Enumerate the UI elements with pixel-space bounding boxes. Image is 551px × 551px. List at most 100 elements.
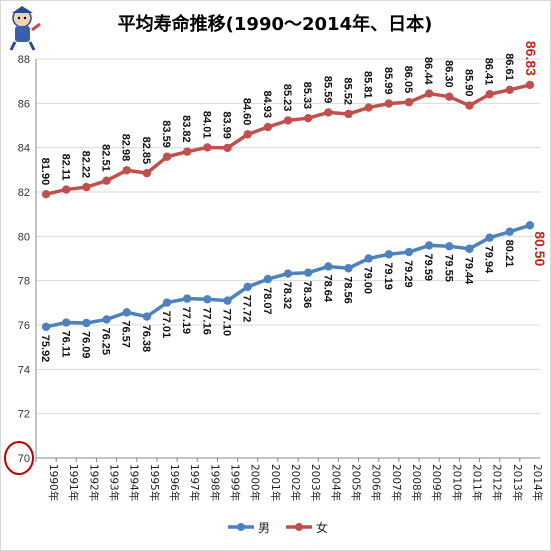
data-label: 83.59 [160, 120, 172, 148]
data-point [364, 254, 373, 263]
x-tick-label: 2012年 [491, 464, 504, 501]
data-point [324, 262, 333, 271]
data-point [465, 244, 474, 253]
data-label: 86.44 [422, 57, 434, 85]
data-point [364, 103, 373, 112]
data-label: 86.05 [402, 66, 414, 94]
data-point [344, 264, 353, 273]
data-point [142, 312, 152, 321]
data-labels: 75.92 76.11 76.09 76.25 76.57 76.38 77.01 77.19… [39, 41, 548, 362]
data-point [485, 90, 494, 99]
data-point [102, 176, 111, 185]
legend-swatch-marker [237, 523, 245, 531]
mascot-logo-icon [9, 6, 41, 51]
x-tick-label: 2013年 [511, 464, 524, 501]
data-label: 76.11 [59, 331, 71, 358]
data-label: 78.32 [281, 282, 293, 310]
data-label: 85.81 [362, 71, 374, 99]
x-tick-label: 1997年 [188, 464, 201, 501]
data-label: 79.55 [442, 254, 454, 282]
data-label: 76.38 [140, 325, 152, 353]
data-point [122, 166, 131, 175]
data-label: 78.36 [301, 281, 313, 309]
data-point [505, 85, 514, 95]
data-point [162, 298, 172, 307]
data-label: 85.99 [382, 67, 394, 95]
data-label: 85.59 [321, 76, 333, 104]
data-label: 80.50 [532, 231, 548, 266]
data-label: 85.52 [341, 77, 353, 105]
x-tick-label: 2005年 [349, 464, 362, 501]
data-label: 79.94 [483, 246, 495, 274]
data-point [203, 143, 212, 152]
data-label: 81.90 [39, 158, 51, 186]
data-label: 75.92 [39, 335, 51, 363]
data-label: 76.09 [79, 331, 91, 359]
y-tick-label: 86 [18, 98, 30, 110]
x-tick-label: 1999年 [229, 464, 242, 501]
x-tick-label: 2009年 [430, 464, 443, 501]
data-point [243, 130, 252, 139]
data-point [424, 241, 434, 250]
data-point [122, 308, 131, 317]
data-label: 79.29 [402, 260, 414, 288]
data-label: 84.93 [261, 91, 273, 119]
data-point [62, 185, 71, 194]
data-point [41, 322, 51, 331]
legend: 男女 [228, 520, 328, 535]
data-label: 79.00 [362, 267, 374, 295]
data-point [183, 294, 192, 303]
y-tick-label: 80 [18, 231, 30, 243]
data-point [263, 122, 273, 132]
data-label: 79.19 [382, 262, 394, 290]
x-tick-label: 1996年 [168, 464, 181, 501]
data-label: 85.33 [301, 82, 313, 110]
data-point [324, 108, 333, 117]
y-tick-label: 72 [18, 409, 30, 421]
legend-label: 女 [316, 520, 328, 535]
data-point [223, 296, 232, 305]
x-tick-label: 1992年 [87, 464, 100, 501]
data-label: 77.01 [160, 311, 172, 339]
data-point [445, 242, 454, 251]
data-point [82, 318, 91, 328]
x-tick-label: 2000年 [249, 464, 262, 501]
x-tick-label: 2007年 [390, 464, 403, 501]
data-point [404, 247, 414, 257]
data-label: 76.57 [120, 320, 132, 348]
data-point [41, 190, 51, 199]
data-point [384, 250, 393, 259]
data-label: 84.01 [200, 111, 212, 139]
x-tick-label: 2008年 [410, 464, 423, 501]
data-label: 82.22 [79, 151, 91, 179]
x-tick-label: 2010年 [450, 464, 463, 501]
y-tick-label: 76 [18, 320, 30, 332]
x-tick-label: 2006年 [370, 464, 383, 501]
data-label: 82.98 [120, 134, 132, 162]
y-tick-label: 70 [18, 453, 30, 465]
data-label: 77.10 [221, 309, 233, 337]
data-point [465, 101, 474, 110]
data-point [183, 147, 192, 156]
x-tick-label: 1991年 [67, 464, 80, 501]
data-label: 83.99 [221, 111, 233, 139]
x-tick-label: 2001年 [269, 464, 282, 501]
data-point [505, 227, 514, 236]
data-point [303, 268, 313, 277]
data-label: 86.61 [503, 53, 515, 81]
y-tick-label: 74 [18, 364, 30, 376]
legend-swatch-marker [295, 523, 303, 531]
data-point [62, 318, 71, 327]
data-point [263, 274, 273, 284]
gridlines [36, 58, 540, 415]
data-label: 76.25 [100, 327, 112, 355]
x-tick-label: 2003年 [309, 464, 322, 501]
data-label: 78.56 [341, 276, 353, 304]
data-label: 82.85 [140, 137, 152, 165]
data-point [344, 109, 353, 119]
data-point [525, 221, 535, 230]
data-point [424, 89, 434, 98]
x-tick-label: 2002年 [289, 464, 302, 501]
data-point [404, 98, 414, 107]
